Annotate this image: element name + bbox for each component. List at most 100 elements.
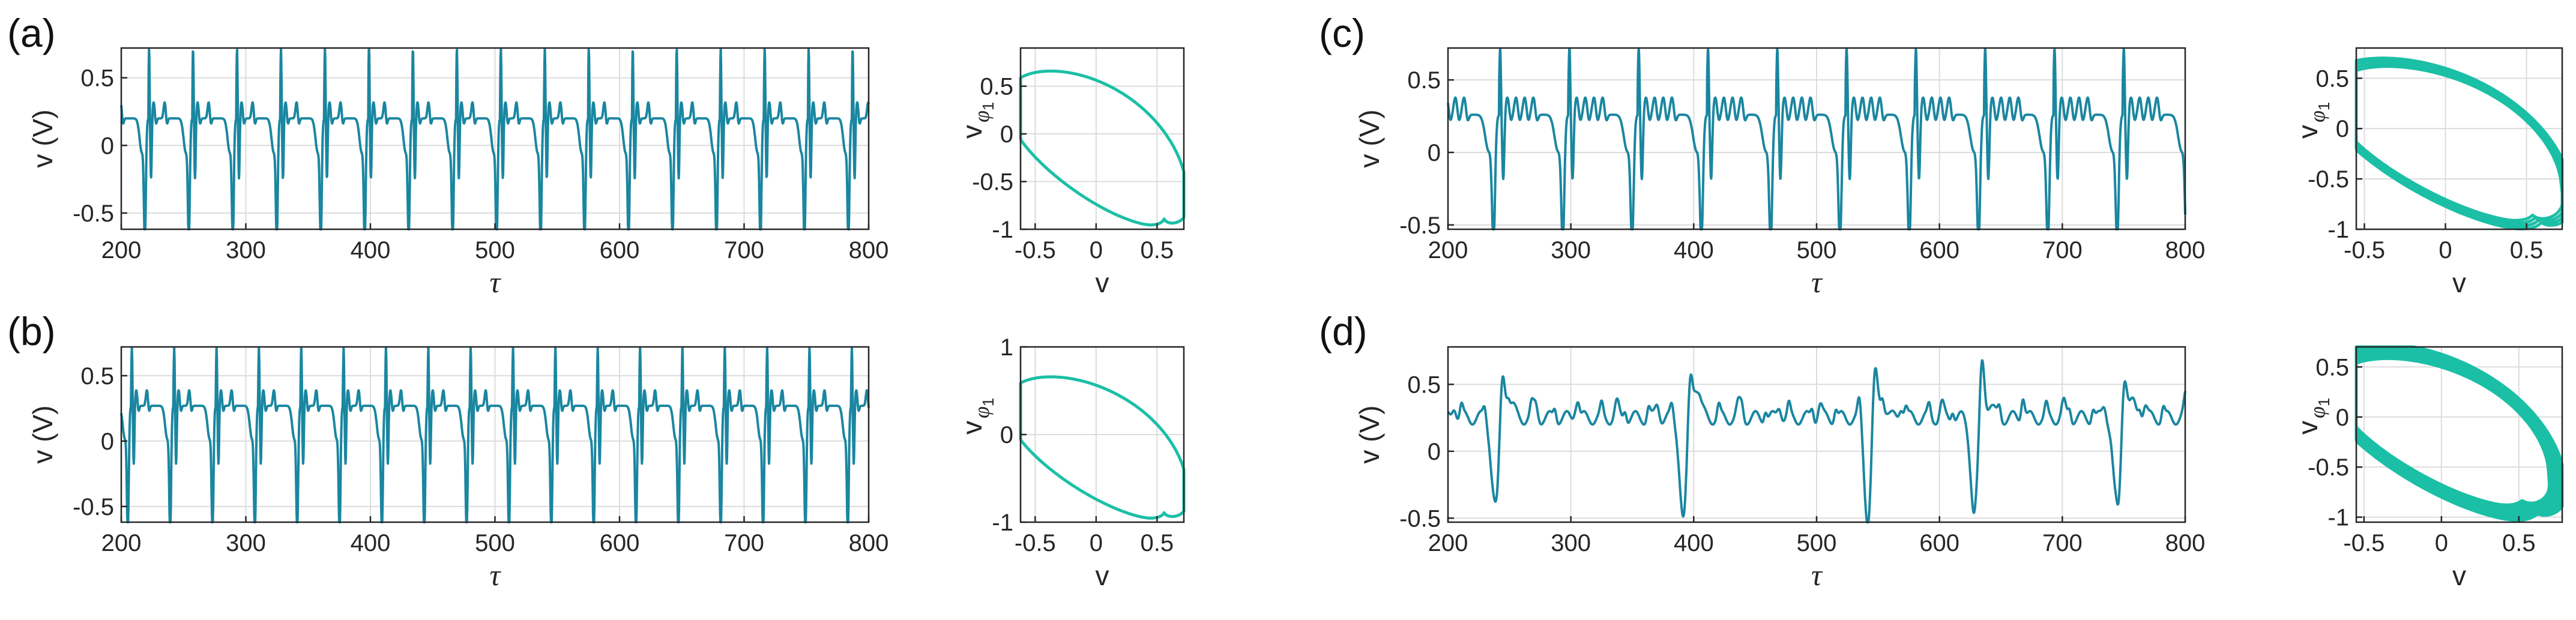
x-tick-label: 600 bbox=[1919, 530, 1959, 556]
y-axis-label: vφ1 bbox=[2292, 102, 2333, 139]
y-axis-label-sub2: 1 bbox=[979, 102, 997, 110]
y-axis-label: v (V) bbox=[1354, 405, 1385, 463]
y-tick-label: 0.5 bbox=[80, 363, 114, 390]
x-tick-label: 300 bbox=[1551, 530, 1591, 556]
y-axis-label-main: v bbox=[2292, 125, 2323, 139]
x-tick-label: 300 bbox=[226, 237, 266, 263]
y-axis-label-sub2: 1 bbox=[979, 398, 997, 406]
y-axis-label-sub2: 1 bbox=[2315, 398, 2333, 406]
x-tick-label: 200 bbox=[1428, 530, 1468, 556]
data-line bbox=[1019, 375, 1186, 520]
y-tick-label: 0.5 bbox=[980, 74, 1013, 100]
y-tick-label: 0 bbox=[1000, 422, 1013, 448]
data-line bbox=[1019, 69, 1186, 227]
y-axis-label-main: v bbox=[956, 125, 988, 139]
y-axis-label-sub: φ bbox=[970, 406, 994, 418]
y-tick-label: 0.5 bbox=[2315, 354, 2349, 381]
x-tick-label: -0.5 bbox=[2344, 237, 2385, 263]
y-tick-label: 0.5 bbox=[1407, 67, 1441, 94]
panel-label: (b) bbox=[7, 309, 56, 354]
y-axis-label: vφ1 bbox=[2292, 398, 2333, 435]
x-tick-label: 0.5 bbox=[2502, 530, 2536, 556]
y-tick-label: -1 bbox=[2327, 505, 2349, 531]
y-axis-label-sub: φ bbox=[2305, 406, 2329, 418]
data-line bbox=[120, 47, 870, 230]
x-tick-label: 300 bbox=[1551, 237, 1591, 263]
y-tick-label: 0.5 bbox=[2315, 65, 2349, 92]
y-tick-label: 1 bbox=[1000, 334, 1013, 361]
y-tick-label: 0 bbox=[101, 133, 114, 159]
y-axis-label-sub: φ bbox=[2305, 110, 2329, 122]
y-axis-label: v (V) bbox=[27, 405, 58, 463]
x-tick-label: 800 bbox=[2165, 237, 2206, 263]
data-line bbox=[1447, 359, 2186, 523]
x-axis-label: τ bbox=[1811, 558, 1823, 592]
y-axis-label: vφ1 bbox=[956, 398, 997, 435]
panel-label: (d) bbox=[1319, 309, 1368, 354]
x-tick-label: 700 bbox=[724, 530, 764, 556]
x-tick-label: 400 bbox=[1674, 530, 1714, 556]
y-axis-label-sub2: 1 bbox=[2315, 102, 2333, 110]
x-tick-label: 0 bbox=[2439, 237, 2452, 263]
y-tick-label: 0 bbox=[1428, 439, 1441, 465]
x-tick-label: 0 bbox=[1090, 237, 1103, 263]
y-axis-label-main: v bbox=[956, 421, 988, 435]
data-line bbox=[2354, 345, 2564, 522]
chart-b-time: 200 300 400 500 600 700 800 -0.5 0 0.5 τ v (V) (b) bbox=[7, 309, 888, 592]
x-tick-label: -0.5 bbox=[1015, 237, 1056, 263]
x-axis-label: τ bbox=[490, 558, 502, 592]
x-axis-label: v bbox=[1096, 560, 1109, 591]
x-axis-label: v bbox=[2452, 560, 2466, 591]
y-axis-label: vφ1 bbox=[956, 102, 997, 139]
x-axis-label: τ bbox=[1811, 265, 1823, 299]
plot-frame bbox=[2355, 47, 2563, 230]
y-tick-label: 0 bbox=[1428, 140, 1441, 166]
x-tick-label: 800 bbox=[2165, 530, 2206, 556]
x-tick-label: 400 bbox=[351, 237, 391, 263]
x-tick-label: 0.5 bbox=[1141, 237, 1174, 263]
y-tick-label: 0.5 bbox=[80, 65, 114, 92]
x-tick-label: 600 bbox=[1919, 237, 1959, 263]
plot-frame bbox=[1019, 47, 1185, 230]
y-tick-label: 0 bbox=[101, 429, 114, 455]
x-tick-label: 200 bbox=[1428, 237, 1468, 263]
x-tick-label: 500 bbox=[1797, 237, 1837, 263]
y-tick-label: -0.5 bbox=[2308, 454, 2349, 481]
x-tick-label: 700 bbox=[724, 237, 764, 263]
x-tick-label: 800 bbox=[849, 530, 889, 556]
y-tick-label: -0.5 bbox=[1399, 505, 1441, 532]
y-tick-label: -0.5 bbox=[73, 200, 114, 227]
y-axis-label: v (V) bbox=[1354, 109, 1385, 167]
plot-frame bbox=[2355, 346, 2563, 523]
data-line bbox=[2354, 56, 2564, 230]
x-tick-label: 0.5 bbox=[1141, 530, 1174, 556]
x-tick-label: -0.5 bbox=[2343, 530, 2384, 556]
x-tick-label: 400 bbox=[1674, 237, 1714, 263]
y-tick-label: 0 bbox=[2336, 405, 2349, 431]
panel-label: (a) bbox=[7, 11, 56, 55]
y-tick-label: 0.5 bbox=[1407, 372, 1441, 398]
y-axis-label: v (V) bbox=[27, 109, 58, 167]
data-line bbox=[120, 346, 870, 523]
y-axis-label-sub: φ bbox=[970, 110, 994, 122]
x-tick-label: 500 bbox=[475, 530, 515, 556]
y-axis-label-main: v bbox=[2292, 421, 2323, 435]
chart-c-time: 200 300 400 500 600 700 800 -0.5 0 0.5 τ v (V) (c) bbox=[1319, 11, 2205, 299]
y-tick-label: -0.5 bbox=[1399, 212, 1441, 239]
y-tick-label: -0.5 bbox=[73, 494, 114, 520]
x-tick-label: 200 bbox=[101, 237, 142, 263]
x-tick-label: 600 bbox=[600, 530, 640, 556]
x-tick-label: 0 bbox=[2435, 530, 2448, 556]
chart-a-time: 200 300 400 500 600 700 800 -0.5 0 0.5 τ v (V) (a) bbox=[7, 11, 888, 299]
x-tick-label: 700 bbox=[2042, 237, 2083, 263]
x-tick-label: 500 bbox=[1797, 530, 1837, 556]
x-axis-label: v bbox=[2452, 267, 2466, 298]
x-tick-label: 0.5 bbox=[2510, 237, 2544, 263]
y-tick-label: -1 bbox=[2327, 217, 2349, 243]
chart-d-time: 200 300 400 500 600 700 800 -0.5 0 0.5 τ v (V) (d) bbox=[1319, 309, 2205, 592]
y-tick-label: -0.5 bbox=[2308, 166, 2349, 193]
